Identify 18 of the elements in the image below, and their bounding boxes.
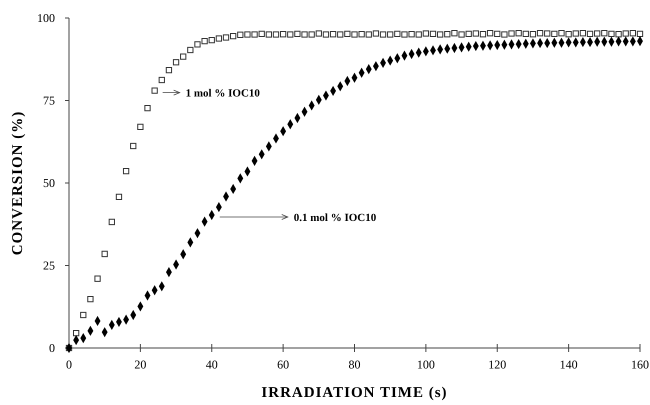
y-tick-label: 0 — [49, 340, 55, 355]
x-tick-label: 140 — [560, 358, 578, 372]
x-tick-label: 120 — [488, 358, 506, 372]
y-tick-label: 25 — [43, 258, 55, 272]
y-tick-label: 75 — [43, 93, 55, 108]
x-tick-label: 20 — [134, 358, 146, 372]
x-tick-label: 80 — [348, 358, 360, 372]
x-tick-label: 100 — [416, 358, 435, 372]
y-tick-label: 100 — [37, 10, 55, 25]
x-tick-label: 60 — [277, 358, 290, 372]
text: 0.1 mol % IOC10 — [294, 212, 377, 224]
x-tick-label: 40 — [206, 358, 218, 372]
series-label: 1 mol % IOC10 — [186, 88, 260, 100]
y-axis-title: CONVERSION (%) — [10, 110, 26, 256]
y-tick-label: 50 — [43, 176, 55, 190]
x-axis-title: IRRADIATION TIME (s) — [261, 385, 448, 401]
x-tick-label: 0 — [66, 358, 72, 372]
x-tick-label: 160 — [631, 358, 649, 372]
